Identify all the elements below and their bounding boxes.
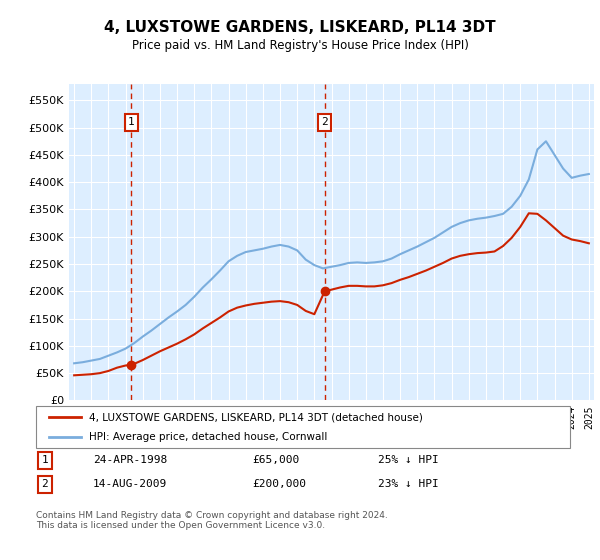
Text: HPI: Average price, detached house, Cornwall: HPI: Average price, detached house, Corn… <box>89 432 328 442</box>
Text: Contains HM Land Registry data © Crown copyright and database right 2024.
This d: Contains HM Land Registry data © Crown c… <box>36 511 388 530</box>
Text: 2: 2 <box>321 117 328 127</box>
Text: £200,000: £200,000 <box>252 479 306 489</box>
Text: 23% ↓ HPI: 23% ↓ HPI <box>378 479 439 489</box>
Text: 2: 2 <box>41 479 49 489</box>
Text: 1: 1 <box>128 117 134 127</box>
Text: 24-APR-1998: 24-APR-1998 <box>93 455 167 465</box>
Text: 4, LUXSTOWE GARDENS, LISKEARD, PL14 3DT: 4, LUXSTOWE GARDENS, LISKEARD, PL14 3DT <box>104 20 496 35</box>
FancyBboxPatch shape <box>36 406 570 448</box>
Text: 25% ↓ HPI: 25% ↓ HPI <box>378 455 439 465</box>
Text: 14-AUG-2009: 14-AUG-2009 <box>93 479 167 489</box>
Text: 1: 1 <box>41 455 49 465</box>
Text: Price paid vs. HM Land Registry's House Price Index (HPI): Price paid vs. HM Land Registry's House … <box>131 39 469 52</box>
Text: 4, LUXSTOWE GARDENS, LISKEARD, PL14 3DT (detached house): 4, LUXSTOWE GARDENS, LISKEARD, PL14 3DT … <box>89 412 423 422</box>
Text: £65,000: £65,000 <box>252 455 299 465</box>
